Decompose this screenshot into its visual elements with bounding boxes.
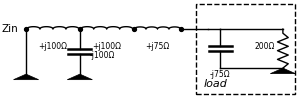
Text: -j100Ω: -j100Ω: [89, 51, 115, 60]
Polygon shape: [270, 68, 296, 74]
Text: Zin: Zin: [2, 24, 18, 34]
Text: -j75Ω: -j75Ω: [210, 70, 230, 79]
Polygon shape: [14, 74, 39, 80]
Text: +j100Ω: +j100Ω: [38, 42, 68, 51]
Polygon shape: [67, 74, 92, 80]
Text: 200Ω: 200Ω: [254, 42, 274, 51]
Text: +j100Ω: +j100Ω: [92, 42, 121, 51]
Text: +j75Ω: +j75Ω: [145, 42, 169, 51]
Bar: [196, 4, 295, 94]
Text: load: load: [204, 79, 228, 89]
